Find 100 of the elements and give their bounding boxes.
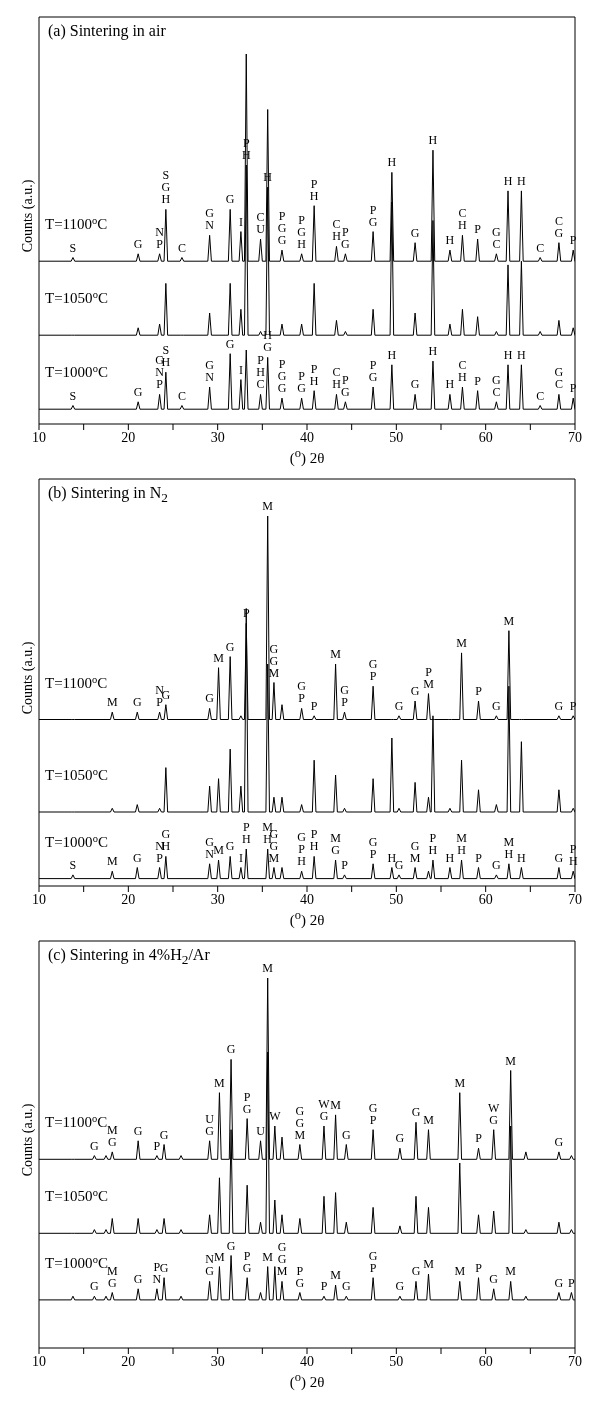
annotation: P (475, 684, 483, 698)
annotation: G (159, 1127, 169, 1142)
annotation: P (568, 1275, 576, 1290)
annotation: G (341, 1279, 351, 1294)
annotation: C (492, 384, 501, 399)
annotation: G (242, 1101, 252, 1116)
annotation: W (269, 1109, 282, 1123)
annotation: N (205, 1252, 215, 1267)
annotation: H (458, 370, 468, 384)
annotation: G (226, 1238, 236, 1253)
annotation: H (256, 365, 266, 380)
annotation: G (90, 1138, 100, 1153)
annotation: H (387, 155, 397, 170)
annotation: N (205, 218, 215, 233)
annotation: G (340, 683, 350, 698)
annotation: W (318, 1097, 331, 1111)
x-tick-label: 40 (300, 429, 314, 445)
annotation: G (242, 1260, 252, 1275)
annotation: H (517, 850, 527, 865)
annotation: G (269, 641, 279, 656)
annotation: M (276, 1264, 288, 1279)
annotation: G (410, 225, 420, 240)
series-label: T=1050$^{o}$C (45, 288, 108, 307)
annotation: G (410, 838, 420, 853)
annotation: H (568, 854, 578, 869)
y-axis-title: Counts (a.u.) (20, 1103, 36, 1177)
annotation: P (569, 698, 577, 713)
annotation: I (238, 850, 243, 865)
annotation: U (205, 1111, 215, 1126)
annotation: G (394, 857, 404, 872)
annotation: H (445, 850, 455, 865)
annotation: P (475, 1131, 483, 1146)
annotation: G (295, 1103, 305, 1118)
annotation: P (310, 361, 318, 376)
annotation: H (332, 229, 342, 244)
annotation: M (330, 1268, 342, 1283)
annotation: M (505, 1264, 517, 1279)
x-tick-label: 30 (210, 891, 225, 907)
annotation: N (155, 224, 165, 239)
annotation: M (423, 1257, 435, 1271)
annotation: P (298, 369, 306, 384)
x-tick-label: 60 (478, 429, 493, 445)
annotation: C (536, 240, 545, 255)
annotation: G (277, 369, 287, 384)
annotation: G (395, 1131, 405, 1146)
annotation: P (278, 209, 286, 224)
annotation: G (225, 336, 235, 351)
x-tick-label: 30 (210, 429, 225, 445)
annotation: H (332, 377, 342, 392)
y-axis-title: Counts (a.u.) (20, 179, 36, 253)
annotation: M (213, 843, 225, 858)
x-tick-label: 50 (389, 1353, 404, 1369)
x-axis-title: ($^{o}$) 2θ (288, 908, 326, 929)
annotation: C (177, 388, 186, 403)
series-label: T=1100$^{o}$C (45, 673, 108, 691)
annotation: C (536, 388, 545, 403)
annotation: H (428, 133, 438, 148)
annotation: G (277, 1240, 287, 1255)
annotation: P (569, 381, 577, 396)
annotation: P (342, 372, 350, 387)
annotation: P (242, 820, 250, 834)
annotation: P (298, 691, 306, 706)
annotation: M (262, 1249, 274, 1264)
x-tick-label: 50 (389, 429, 404, 445)
annotation: P (341, 857, 349, 872)
x-tick-label: 30 (210, 1353, 225, 1369)
annotation: P (296, 1263, 304, 1278)
x-tick-label: 40 (300, 891, 314, 907)
annotation: P (243, 1089, 251, 1104)
annotation: P (342, 224, 350, 239)
annotation: P (298, 842, 306, 857)
annotation: G (395, 1279, 405, 1294)
annotation: H (161, 192, 171, 207)
series-label: T=1050$^{o}$C (45, 1186, 108, 1205)
annotation: P (569, 233, 577, 248)
annotation: M (268, 850, 280, 865)
annotation: M (262, 961, 274, 975)
annotation: G (411, 1105, 421, 1120)
annotation: G (159, 1260, 169, 1275)
annotation: G (489, 1271, 499, 1286)
annotation: P (369, 1112, 377, 1127)
annotation: H (161, 839, 171, 854)
annotation: S (162, 168, 170, 183)
annotation: M (505, 1053, 517, 1068)
annotation: P (243, 1248, 251, 1263)
annotation: P (156, 850, 164, 865)
annotation: G (492, 224, 502, 239)
series-label: T=1000$^{o}$C (45, 1253, 108, 1271)
x-tick-label: 70 (568, 1353, 582, 1369)
annotation: P (310, 176, 318, 191)
annotation: P (156, 377, 164, 392)
annotation: M (106, 695, 118, 710)
annotation: P (369, 358, 377, 372)
annotation: N (205, 846, 215, 861)
annotation: G (368, 834, 378, 849)
annotation: M (294, 1127, 306, 1142)
annotation: G (295, 1275, 305, 1290)
annotation: G (225, 192, 235, 207)
annotation: P (156, 236, 164, 251)
annotation: G (410, 684, 420, 698)
